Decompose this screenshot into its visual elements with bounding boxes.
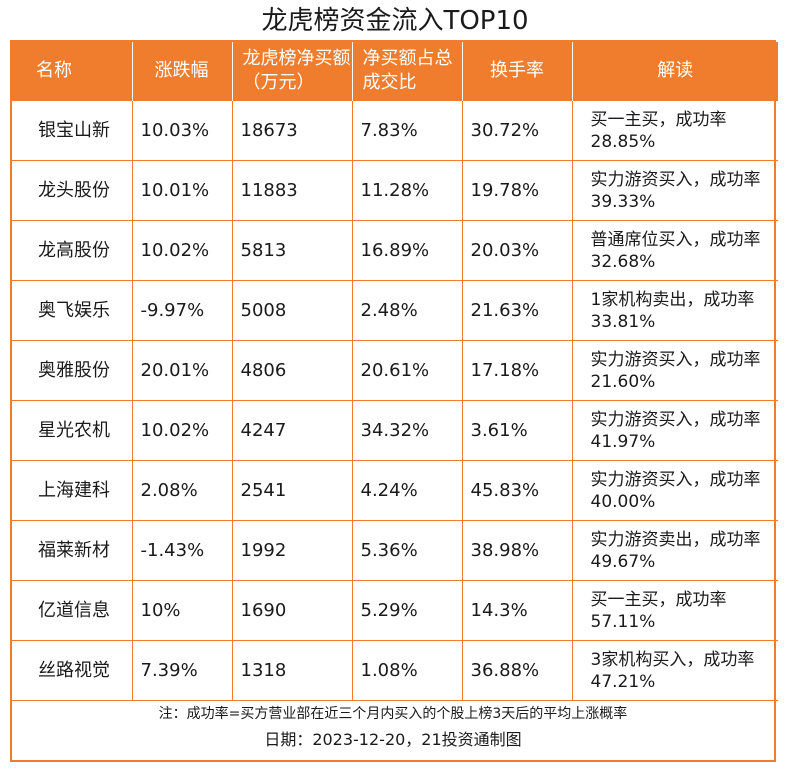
table-row: 龙头股份 10.01% 11883 11.28% 19.78% 实力游资买入，成功率39.…	[12, 160, 778, 221]
header-net-buy: 龙虎榜净买额（万元）	[231, 42, 352, 101]
cell-change: 10.02%	[131, 220, 233, 281]
cell-net-buy: 18673	[231, 100, 353, 161]
table-row: 上海建科 2.08% 2541 4.24% 45.83% 实力游资买入，成功率40.00%	[12, 460, 778, 521]
cell-name: 银宝山新	[12, 100, 133, 161]
cell-change: -9.97%	[131, 280, 233, 341]
cell-name: 福莱新材	[12, 520, 133, 581]
table-row: 亿道信息 10% 1690 5.29% 14.3% 买一主买，成功率57.11%	[12, 580, 778, 641]
cell-ratio: 1.08%	[351, 640, 463, 701]
cell-change: 7.39%	[131, 640, 233, 701]
cell-turnover: 30.72%	[461, 100, 573, 161]
footnote: 注：成功率=买方营业部在近三个月内买入的个股上榜3天后的平均上涨概率	[158, 706, 628, 722]
cell-name: 奥飞娱乐	[12, 280, 133, 341]
cell-turnover: 14.3%	[461, 580, 573, 641]
cell-change: 10.03%	[131, 100, 233, 161]
table-row: 星光农机 10.02% 4247 34.32% 3.61% 实力游资买入，成功率41.97…	[12, 400, 778, 461]
cell-ratio: 4.24%	[351, 460, 463, 521]
cell-net-buy: 4247	[231, 400, 353, 461]
cell-note: 实力游资买入，成功率21.60%	[571, 340, 778, 401]
cell-change: 10.02%	[131, 400, 233, 461]
cell-name: 奥雅股份	[12, 340, 133, 401]
table-row: 福莱新材 -1.43% 1992 5.36% 38.98% 实力游资卖出，成功率49.67…	[12, 520, 778, 581]
cell-net-buy: 1318	[231, 640, 353, 701]
cell-name: 龙头股份	[12, 160, 133, 221]
table-body: 银宝山新 10.03% 18673 7.83% 30.72% 买一主买，成功率28.85%…	[12, 100, 778, 701]
table-row: 奥飞娱乐 -9.97% 5008 2.48% 21.63% 1家机构卖出，成功率33.81…	[12, 280, 778, 341]
cell-net-buy: 4806	[231, 340, 353, 401]
cell-turnover: 3.61%	[461, 400, 573, 461]
cell-net-buy: 11883	[231, 160, 353, 221]
cell-name: 星光农机	[12, 400, 133, 461]
cell-note: 实力游资买入，成功率40.00%	[571, 460, 778, 521]
cell-change: -1.43%	[131, 520, 233, 581]
header-note: 解读	[571, 42, 778, 101]
table-row: 奥雅股份 20.01% 4806 20.61% 17.18% 实力游资买入，成功率21.6…	[12, 340, 778, 401]
cell-turnover: 36.88%	[461, 640, 573, 701]
cell-ratio: 5.36%	[351, 520, 463, 581]
cell-note: 实力游资买入，成功率41.97%	[571, 400, 778, 461]
header-turnover: 换手率	[461, 42, 572, 101]
cell-name: 亿道信息	[12, 580, 133, 641]
cell-note: 买一主买，成功率57.11%	[571, 580, 778, 641]
table-row: 丝路视觉 7.39% 1318 1.08% 36.88% 3家机构买入，成功率47.21%	[12, 640, 778, 701]
cell-turnover: 21.63%	[461, 280, 573, 341]
cell-ratio: 34.32%	[351, 400, 463, 461]
header-row: 名称 涨跌幅 龙虎榜净买额（万元） 净买额占总成交比 换手率 解读	[12, 42, 778, 101]
cell-net-buy: 1690	[231, 580, 353, 641]
cell-change: 10.01%	[131, 160, 233, 221]
cell-ratio: 2.48%	[351, 280, 463, 341]
cell-note: 普通席位买入，成功率32.68%	[571, 220, 778, 281]
cell-turnover: 38.98%	[461, 520, 573, 581]
cell-ratio: 7.83%	[351, 100, 463, 161]
cell-net-buy: 1992	[231, 520, 353, 581]
page-title: 龙虎榜资金流入TOP10	[261, 6, 529, 36]
cell-name: 上海建科	[12, 460, 133, 521]
cell-note: 1家机构卖出，成功率33.81%	[571, 280, 778, 341]
table-row: 龙高股份 10.02% 5813 16.89% 20.03% 普通席位买入，成功率32.6…	[12, 220, 778, 281]
table-row: 银宝山新 10.03% 18673 7.83% 30.72% 买一主买，成功率28.85%	[12, 100, 778, 161]
cell-turnover: 20.03%	[461, 220, 573, 281]
cell-note: 实力游资买入，成功率39.33%	[571, 160, 778, 221]
header-name: 名称	[12, 42, 132, 101]
header-change: 涨跌幅	[131, 42, 232, 101]
notes: 注：成功率=买方营业部在近三个月内买入的个股上榜3天后的平均上涨概率 日期：20…	[12, 703, 774, 751]
cell-ratio: 11.28%	[351, 160, 463, 221]
cell-ratio: 5.29%	[351, 580, 463, 641]
data-table: 名称 涨跌幅 龙虎榜净买额（万元） 净买额占总成交比 换手率 解读 银宝山新 10…	[12, 42, 778, 701]
cell-ratio: 16.89%	[351, 220, 463, 281]
cell-note: 买一主买，成功率28.85%	[571, 100, 778, 161]
cell-turnover: 45.83%	[461, 460, 573, 521]
cell-net-buy: 2541	[231, 460, 353, 521]
cell-turnover: 17.18%	[461, 340, 573, 401]
cell-ratio: 20.61%	[351, 340, 463, 401]
cell-name: 龙高股份	[12, 220, 133, 281]
cell-net-buy: 5008	[231, 280, 353, 341]
cell-note: 3家机构买入，成功率47.21%	[571, 640, 778, 701]
cell-change: 20.01%	[131, 340, 233, 401]
cell-net-buy: 5813	[231, 220, 353, 281]
cell-name: 丝路视觉	[12, 640, 133, 701]
cell-change: 2.08%	[131, 460, 233, 521]
cell-turnover: 19.78%	[461, 160, 573, 221]
cell-note: 实力游资卖出，成功率49.67%	[571, 520, 778, 581]
header-ratio: 净买额占总成交比	[351, 42, 462, 101]
date-line: 日期：2023-12-20，21投资通制图	[264, 730, 522, 749]
cell-change: 10%	[131, 580, 233, 641]
